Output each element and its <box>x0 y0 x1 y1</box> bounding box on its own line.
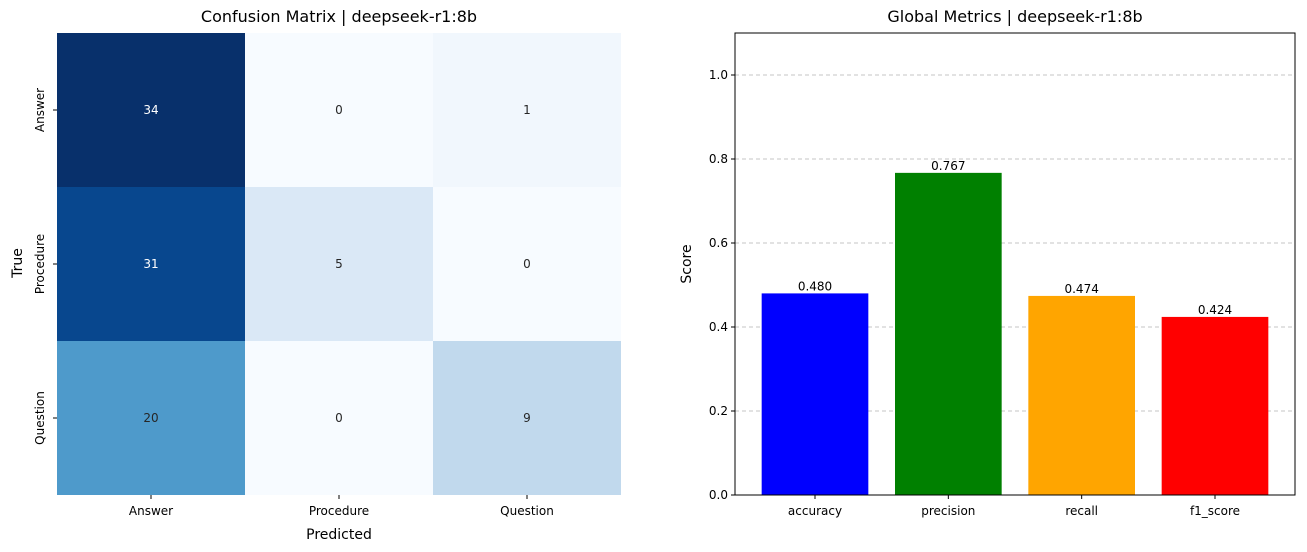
heatmap-cell <box>57 33 245 187</box>
bar-chart-value-labels: 0.480 0.767 0.474 0.424 <box>798 159 1232 317</box>
bar-f1_score <box>1161 316 1269 495</box>
heatmap-cell <box>245 33 433 187</box>
bar-chart-y-tick-label: 0.8 <box>709 152 728 166</box>
bar-chart-x-ticks: accuracy precision recall f1_score <box>788 495 1240 518</box>
heatmap-cell <box>433 341 621 495</box>
heatmap-y-tick-label: Procedure <box>33 234 47 294</box>
heatmap-x-tick-label: Procedure <box>309 504 369 518</box>
heatmap-cell-value: 0 <box>523 257 531 271</box>
heatmap-x-axis-label: Predicted <box>306 527 372 543</box>
heatmap-cell-value: 0 <box>335 103 343 117</box>
bar-chart-y-tick-label: 0.0 <box>709 488 728 502</box>
global-metrics-chart: Global Metrics | deepseek-r1:8b 0.00.20.… <box>679 7 1296 518</box>
heatmap-x-ticks: Answer Procedure Question <box>129 495 554 518</box>
bar-chart-y-ticks: 0.0 0.2 0.4 0.6 0.8 1.0 <box>709 68 735 502</box>
heatmap-cell <box>57 187 245 341</box>
heatmap-y-ticks: Answer Procedure Question <box>33 88 57 445</box>
confusion-matrix-chart: Confusion Matrix | deepseek-r1:8b 34 0 1 31… <box>10 7 621 543</box>
heatmap-cells: 34 0 1 31 5 0 20 0 9 <box>57 33 621 495</box>
bar-recall <box>1028 295 1135 495</box>
heatmap-title: Confusion Matrix | deepseek-r1:8b <box>201 7 477 26</box>
bar-chart-x-tick-label: accuracy <box>788 504 842 518</box>
heatmap-y-axis-label: True <box>10 248 26 279</box>
bar-chart-x-tick-label: f1_score <box>1190 504 1240 518</box>
bar-chart-y-tick-label: 0.6 <box>709 236 728 250</box>
bar-chart-x-tick-label: precision <box>921 504 975 518</box>
bar-accuracy <box>761 293 869 495</box>
heatmap-cell-value: 34 <box>143 103 158 117</box>
bar-chart-bars <box>761 172 1269 496</box>
heatmap-cell <box>57 341 245 495</box>
bar-chart-y-tick-label: 0.4 <box>709 320 728 334</box>
bar-chart-y-tick-label: 0.2 <box>709 404 728 418</box>
heatmap-cell <box>245 187 433 341</box>
heatmap-cell <box>433 33 621 187</box>
heatmap-cell-value: 0 <box>335 411 343 425</box>
heatmap-y-tick-label: Answer <box>33 88 47 132</box>
heatmap-cell <box>245 341 433 495</box>
bar-chart-x-tick-label: recall <box>1065 504 1098 518</box>
bar-chart-y-axis-label: Score <box>679 244 695 283</box>
bar-chart-title: Global Metrics | deepseek-r1:8b <box>887 7 1142 26</box>
bar-chart-axes-frame <box>734 32 1296 496</box>
heatmap-x-tick-label: Question <box>500 504 554 518</box>
heatmap-y-tick-label: Question <box>33 391 47 445</box>
heatmap-x-tick-label: Answer <box>129 504 173 518</box>
bar-precision <box>895 172 1002 496</box>
bar-value-label: 0.767 <box>931 159 965 173</box>
heatmap-cell-value: 20 <box>143 411 158 425</box>
heatmap-cell-value: 31 <box>143 257 158 271</box>
heatmap-cell-value: 1 <box>523 103 531 117</box>
bar-value-label: 0.474 <box>1064 282 1098 296</box>
heatmap-cell-value: 5 <box>335 257 343 271</box>
heatmap-cell <box>433 187 621 341</box>
heatmap-cell-value: 9 <box>523 411 531 425</box>
bar-value-label: 0.480 <box>798 279 832 293</box>
bar-value-label: 0.424 <box>1198 303 1232 317</box>
bar-chart-y-tick-label: 1.0 <box>709 68 728 82</box>
